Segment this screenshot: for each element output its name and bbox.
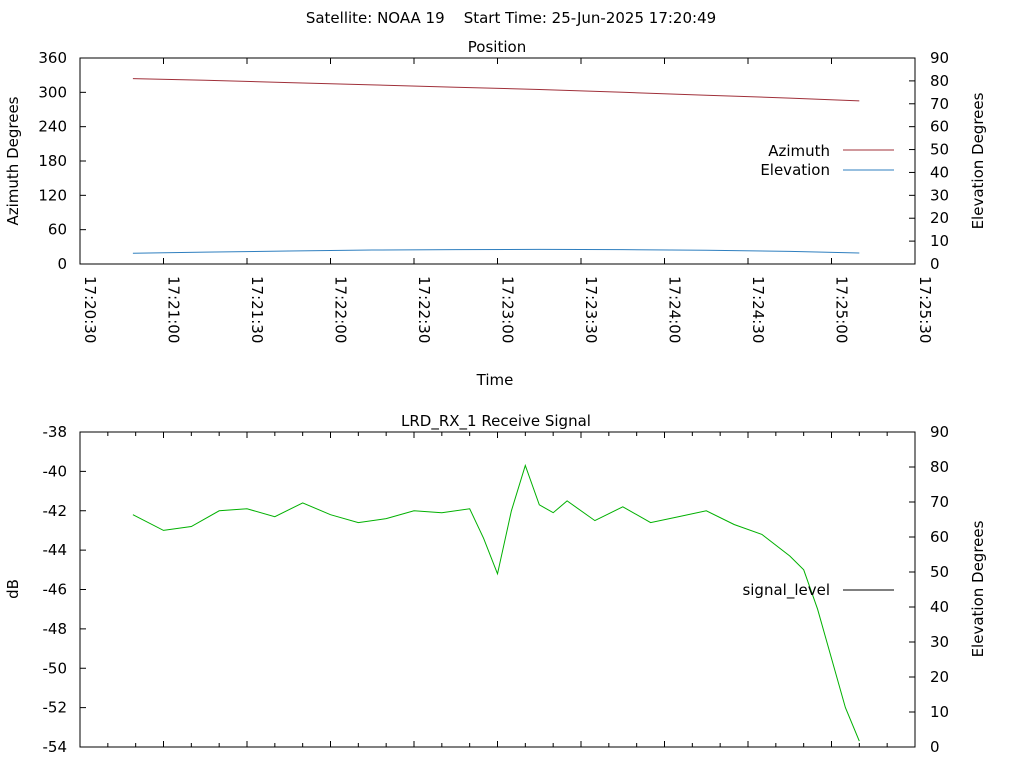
signal-y-tick-label-0: -38 — [43, 423, 68, 441]
position-x-tick-label-7: 17:24:00 — [666, 276, 684, 343]
signal-y-tick-label-4: -46 — [43, 581, 68, 599]
position-series — [132, 78, 860, 254]
series-azimuth-line — [132, 78, 860, 102]
position-y-tick-label-6: 360 — [38, 49, 67, 67]
position-x-tick-label-9: 17:25:00 — [833, 276, 851, 343]
position-y-tick-label-0: 0 — [57, 255, 67, 273]
position-y-tick-label-4: 240 — [38, 118, 67, 136]
signal-legend: signal_level — [742, 581, 894, 600]
position-x-tick-label-10: 17:25:30 — [916, 276, 934, 343]
signal-y2-tick-label-2: 20 — [930, 668, 949, 686]
signal-y2-tick-label-4: 40 — [930, 598, 949, 616]
signal-y2-tick-label-9: 90 — [930, 423, 949, 441]
signal-y2-tick-label-6: 60 — [930, 528, 949, 546]
signal-y-tick-label-3: -44 — [43, 541, 68, 559]
position-y2-tick-label-4: 40 — [930, 163, 949, 181]
position-x-axis-label: Time — [476, 371, 514, 389]
series-elevation-line — [132, 248, 860, 254]
position-x-tick-label-8: 17:24:30 — [749, 276, 767, 343]
position-x-tick-label-5: 17:23:00 — [499, 276, 517, 343]
position-x-tick-label-6: 17:23:30 — [582, 276, 600, 343]
legend-elevation-label: Elevation — [760, 161, 830, 179]
position-x-tick-label-0: 17:20:30 — [81, 276, 99, 343]
position-ticks: 0 60 120 180 240 300 360 0 10 20 30 40 50 60 70 80 90 17:… — [38, 49, 949, 343]
position-x-tick-label-2: 17:21:30 — [248, 276, 266, 343]
chart-main-title: Satellite: NOAA 19 Start Time: 25-Jun-20… — [306, 9, 716, 27]
position-panel: Position 0 60 120 180 240 300 360 0 10 20 30 40 50 60… — [4, 38, 987, 389]
signal-y-tick-label-1: -40 — [43, 462, 68, 480]
position-y2-tick-label-1: 10 — [930, 232, 949, 250]
position-y-tick-label-3: 180 — [38, 152, 67, 170]
position-x-tick-label-1: 17:21:00 — [165, 276, 183, 343]
position-y-tick-label-2: 120 — [38, 186, 67, 204]
legend-azimuth-label: Azimuth — [768, 142, 830, 160]
position-y-tick-label-1: 60 — [48, 221, 67, 239]
signal-y2-axis-label: Elevation Degrees — [969, 520, 987, 657]
position-y2-tick-label-7: 70 — [930, 95, 949, 113]
position-y2-tick-label-2: 20 — [930, 209, 949, 227]
position-y-tick-label-5: 300 — [38, 83, 67, 101]
signal-y2-tick-label-8: 80 — [930, 458, 949, 476]
position-y2-tick-label-6: 60 — [930, 118, 949, 136]
position-chart-title: Position — [468, 38, 526, 56]
signal-y2-tick-label-7: 70 — [930, 493, 949, 511]
position-x-tick-label-3: 17:22:00 — [332, 276, 350, 343]
position-y2-tick-label-3: 30 — [930, 186, 949, 204]
position-y2-axis-label: Elevation Degrees — [969, 92, 987, 229]
signal-y-tick-label-5: -48 — [43, 620, 68, 638]
position-y2-tick-label-9: 90 — [930, 49, 949, 67]
signal-y-tick-label-7: -52 — [43, 699, 68, 717]
legend-signal-label: signal_level — [742, 581, 830, 600]
signal-y-axis-label: dB — [4, 579, 22, 599]
position-y-axis-label: Azimuth Degrees — [4, 96, 22, 225]
signal-panel: LRD_RX_1 Receive Signal -38-40-42-44-46-… — [4, 412, 987, 756]
position-y2-tick-label-5: 50 — [930, 141, 949, 159]
signal-y2-tick-label-3: 30 — [930, 633, 949, 651]
signal-y2-tick-label-5: 50 — [930, 563, 949, 581]
position-y2-tick-label-0: 0 — [930, 255, 940, 273]
position-x-tick-label-4: 17:22:30 — [415, 276, 433, 343]
signal-y-tick-label-2: -42 — [43, 502, 68, 520]
signal-chart-title: LRD_RX_1 Receive Signal — [401, 412, 591, 431]
position-y2-tick-label-8: 80 — [930, 72, 949, 90]
signal-y2-tick-label-1: 10 — [930, 703, 949, 721]
signal-y-tick-label-8: -54 — [43, 738, 68, 756]
signal-y2-tick-label-0: 0 — [930, 738, 940, 756]
series-signal-level-line — [132, 463, 860, 742]
signal-ticks: -38 -40 -42 -44 -46 -48 -50 -52 -54 0 10 20 30 40 50 60… — [43, 423, 950, 756]
position-legend: Azimuth Elevation — [760, 142, 894, 179]
signal-series — [132, 463, 860, 742]
signal-y-tick-label-6: -50 — [43, 659, 68, 677]
